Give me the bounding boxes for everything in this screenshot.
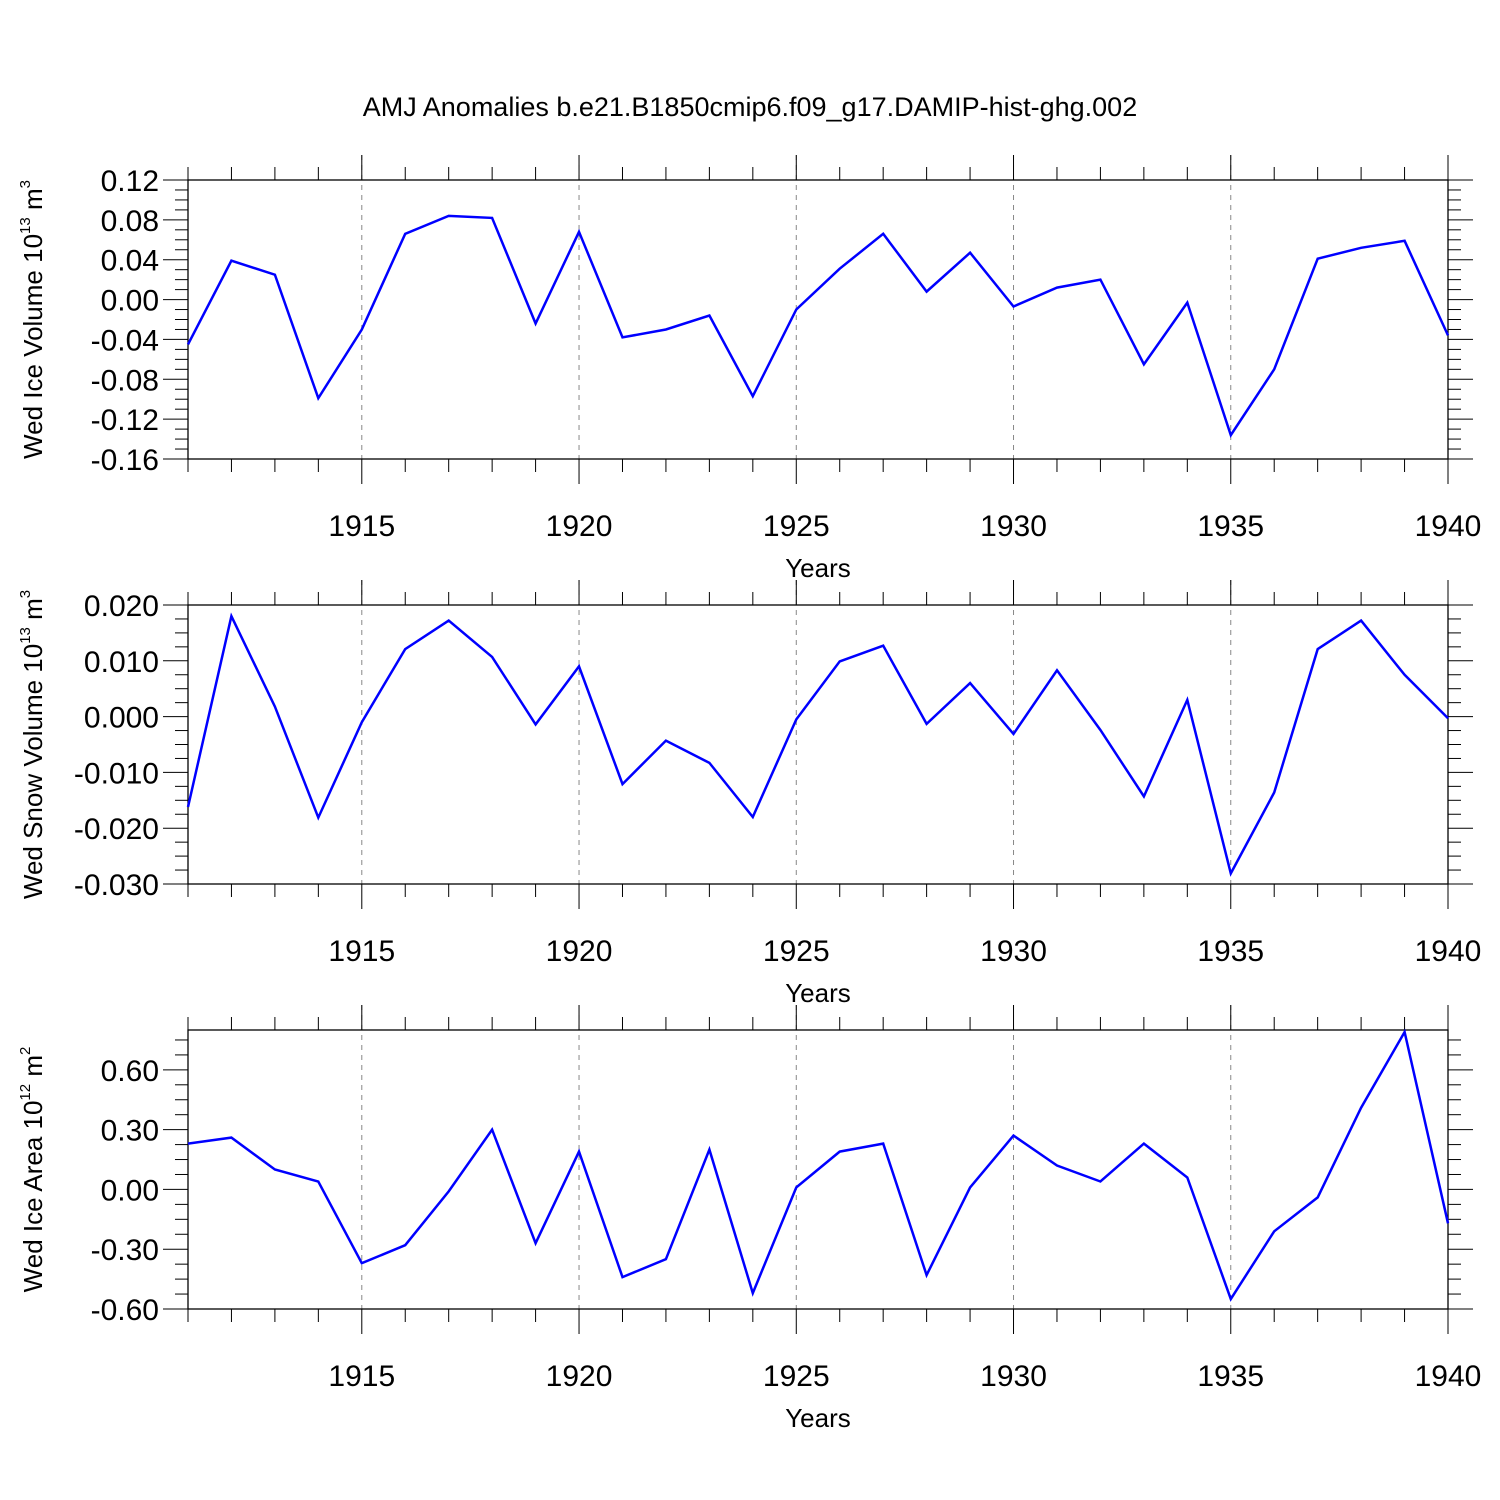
ylabel-unit-exponent: 3 xyxy=(17,590,34,598)
x-tick-label: 1915 xyxy=(328,510,395,543)
panel-2: 0.020 0.010 0.000 -0.010 -0.020 -0.030 1915 192… xyxy=(17,580,1481,1008)
x-tick-label: 1930 xyxy=(980,510,1047,543)
ylabel-text: Wed Ice Volume 10 xyxy=(18,234,48,459)
y-tick-label: -0.16 xyxy=(91,444,159,477)
ylabel-exponent: 12 xyxy=(17,1084,34,1101)
series-line xyxy=(187,1028,1450,1302)
y-tick-label: 0.30 xyxy=(101,1115,159,1148)
plot-frame xyxy=(187,179,1449,460)
y-tick-label: -0.12 xyxy=(91,404,159,437)
chart-title: AMJ Anomalies b.e21.B1850cmip6.f09_g17.D… xyxy=(363,92,1137,122)
y-tick-label: -0.020 xyxy=(74,813,159,846)
x-tick-label: 1925 xyxy=(763,510,830,543)
y-tick-label: 0.60 xyxy=(101,1055,159,1088)
x-tick-label: 1925 xyxy=(763,935,830,968)
x-tick-label: 1940 xyxy=(1415,935,1482,968)
x-tick-label: 1935 xyxy=(1197,935,1264,968)
y-axis-label: Wed Ice Volume 1013 m3 xyxy=(17,180,48,459)
x-axis-label: Years xyxy=(785,978,851,1008)
x-tick-label: 1930 xyxy=(980,1360,1047,1393)
y-axis-label: Wed Snow Volume 1013 m3 xyxy=(17,590,48,899)
x-axis-label: Years xyxy=(785,553,851,583)
y-tick-label: 0.020 xyxy=(84,590,159,623)
x-tick-label: 1940 xyxy=(1415,1360,1482,1393)
x-tick-label: 1920 xyxy=(546,510,613,543)
y-tick-label: 0.00 xyxy=(101,1174,159,1207)
y-axis-label: Wed Ice Area 1012 m2 xyxy=(17,1047,48,1293)
y-tick-label: -0.010 xyxy=(74,757,159,790)
ylabel-unit: m xyxy=(18,188,48,217)
series-line xyxy=(186,612,1449,877)
y-tick-label: 0.000 xyxy=(84,702,159,735)
y-tick-label: 0.00 xyxy=(101,285,159,318)
y-tick-label: -0.04 xyxy=(91,324,159,357)
y-tick-label: 0.12 xyxy=(101,165,159,198)
y-tick-label: -0.030 xyxy=(74,869,159,902)
ylabel-unit: m xyxy=(18,598,48,627)
plot-frame xyxy=(187,604,1449,885)
x-tick-label: 1930 xyxy=(980,935,1047,968)
plot-frame xyxy=(187,1029,1449,1310)
x-tick-label: 1915 xyxy=(328,1360,395,1393)
y-tick-label: 0.04 xyxy=(101,245,159,278)
x-tick-label: 1935 xyxy=(1197,1360,1264,1393)
series-line xyxy=(186,214,1450,438)
x-tick-label: 1925 xyxy=(763,1360,830,1393)
x-tick-label: 1920 xyxy=(546,1360,613,1393)
ylabel-text: Wed Ice Area 10 xyxy=(18,1101,48,1293)
x-tick-label: 1940 xyxy=(1415,510,1482,543)
y-tick-label: 0.010 xyxy=(84,646,159,679)
y-tick-label: -0.30 xyxy=(91,1234,159,1267)
x-tick-label: 1915 xyxy=(328,935,395,968)
ylabel-unit-exponent: 3 xyxy=(17,180,34,188)
y-tick-label: -0.60 xyxy=(91,1294,159,1327)
y-tick-label: -0.08 xyxy=(91,364,159,397)
x-tick-label: 1920 xyxy=(546,935,613,968)
panel-3: 0.60 0.30 0.00 -0.30 -0.60 1915 1920 1925 1930 19… xyxy=(17,1005,1481,1433)
ylabel-unit-exponent: 2 xyxy=(17,1047,34,1055)
panel-1: 0.12 0.08 0.04 0.00 -0.04 -0.08 -0.12 -0.16 1915… xyxy=(17,155,1481,583)
ylabel-exponent: 13 xyxy=(17,217,34,234)
ylabel-text: Wed Snow Volume 10 xyxy=(18,644,48,899)
x-tick-label: 1935 xyxy=(1197,510,1264,543)
y-tick-label: 0.08 xyxy=(101,205,159,238)
ylabel-exponent: 13 xyxy=(17,627,34,644)
ylabel-unit: m xyxy=(18,1055,48,1084)
x-axis-label: Years xyxy=(785,1403,851,1433)
